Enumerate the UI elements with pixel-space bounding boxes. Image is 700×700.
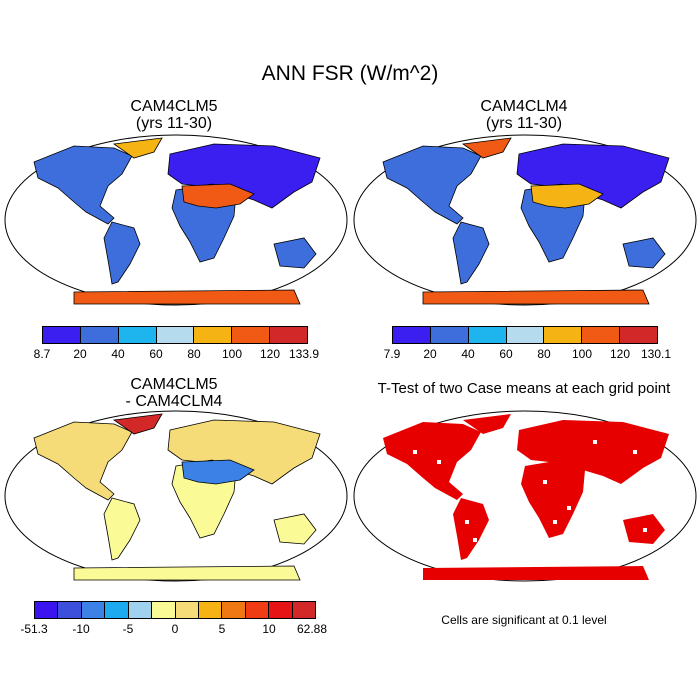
figure-title: ANN FSR (W/m^2) — [261, 62, 439, 85]
cb1-tick: 40 — [111, 347, 125, 361]
cb3-swatch — [35, 602, 59, 618]
cb1-tick: 60 — [149, 347, 163, 361]
panel2-title-line1: CAM4CLM4 — [480, 98, 568, 115]
cb1-tick: 20 — [73, 347, 87, 361]
cb1-swatch — [43, 327, 81, 343]
cb1-tick: 80 — [187, 347, 201, 361]
cb3-tick: 62.88 — [296, 622, 328, 636]
cb3-swatch — [58, 602, 82, 618]
cb2-tick: 130.1 — [640, 347, 672, 361]
panel2-title-line2: (yrs 11-30) — [485, 115, 563, 132]
cb2-swatch — [468, 327, 507, 343]
panel4-title: T-Test of two Case means at each grid po… — [352, 380, 696, 397]
cb2-swatch — [430, 327, 469, 343]
cb2-tick: 100 — [571, 347, 593, 361]
panel1-land — [33, 137, 321, 305]
panel3-title: CAM4CLM5 - CAM4CLM4 — [2, 376, 346, 410]
cb3-tick: 5 — [218, 622, 226, 636]
cb3-swatch — [269, 602, 293, 618]
panel4-land — [383, 414, 669, 580]
cb2-tick: 80 — [537, 347, 551, 361]
panel3-colorbar — [34, 601, 316, 619]
cb1-tick: 100 — [221, 347, 243, 361]
panel1-title-line1: CAM4CLM5 — [130, 98, 218, 115]
significance-note: Cells are significant at 0.1 level — [441, 613, 607, 627]
cb1-swatch — [270, 327, 308, 343]
cb2-swatch — [582, 327, 621, 343]
cb2-tick: 120 — [609, 347, 631, 361]
cb1-swatch — [232, 327, 271, 343]
panel1-title: CAM4CLM5 (yrs 11-30) — [2, 98, 346, 132]
cb3-tick: 10 — [262, 622, 276, 636]
panel3-map — [4, 410, 348, 582]
cb3-swatch — [222, 602, 246, 618]
panel3-title-line2: - CAM4CLM4 — [125, 393, 223, 410]
cb2-swatch — [506, 327, 545, 343]
cb3-tick: 0 — [171, 622, 179, 636]
panel2-colorbar — [392, 326, 658, 344]
cb1-tick: 133.9 — [288, 347, 320, 361]
cb1-swatch — [194, 327, 233, 343]
panel3-land — [33, 413, 321, 581]
cb1-tick: 8.7 — [33, 347, 51, 361]
cb3-swatch — [152, 602, 176, 618]
cb3-swatch — [245, 602, 270, 618]
panel1-colorbar — [42, 326, 308, 344]
cb3-swatch — [198, 602, 223, 618]
panel3-title-line1: CAM4CLM5 — [130, 376, 218, 393]
cb2-tick: 60 — [499, 347, 513, 361]
cb2-tick: 7.9 — [383, 347, 401, 361]
panel1-title-line2: (yrs 11-30) — [135, 115, 213, 132]
cb3-swatch — [81, 602, 106, 618]
cb1-swatch — [118, 327, 157, 343]
panel4-title-line1: T-Test of two Case means at each grid po… — [377, 380, 671, 397]
panel2-map — [353, 134, 697, 306]
cb2-tick: 40 — [461, 347, 475, 361]
cb2-swatch — [620, 327, 658, 343]
cb2-swatch — [393, 327, 431, 343]
cb1-swatch — [156, 327, 195, 343]
cb1-swatch — [80, 327, 119, 343]
cb3-tick: -51.3 — [20, 622, 48, 636]
panel4-nonsignificant-cells — [413, 440, 647, 542]
panel1-map — [4, 134, 348, 306]
cb3-swatch — [105, 602, 129, 618]
panel2-title: CAM4CLM4 (yrs 11-30) — [352, 98, 696, 132]
cb3-swatch — [292, 602, 316, 618]
cb3-tick: -10 — [72, 622, 90, 636]
cb2-swatch — [544, 327, 583, 343]
panel4-map — [353, 410, 697, 582]
cb2-tick: 20 — [423, 347, 437, 361]
cb1-tick: 120 — [259, 347, 281, 361]
cb3-tick: -5 — [122, 622, 134, 636]
panel2-land — [382, 137, 670, 305]
cb3-swatch — [128, 602, 153, 618]
cb3-swatch — [175, 602, 199, 618]
